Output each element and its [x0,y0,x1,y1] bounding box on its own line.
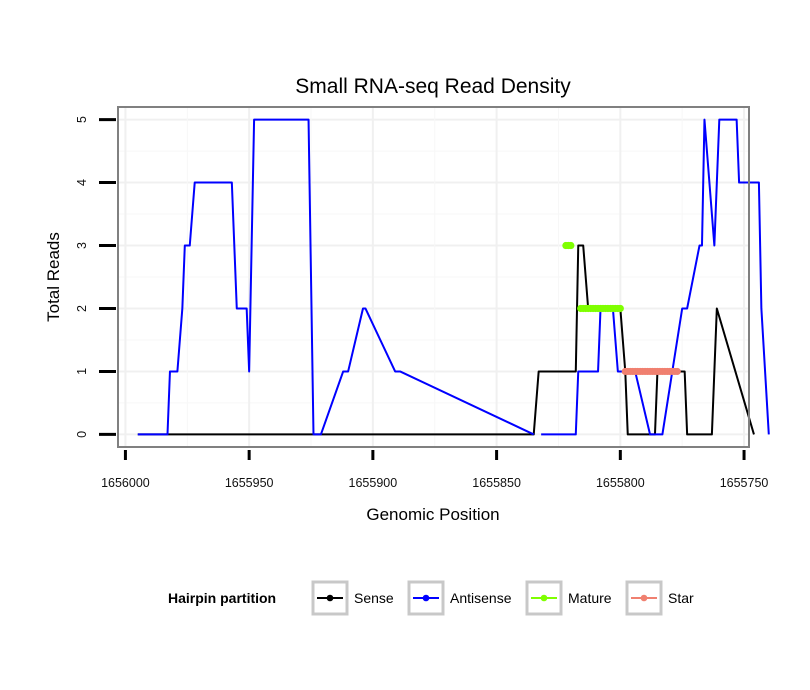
series-line-antisense-2 [541,118,770,436]
data-point-star [673,367,681,376]
x-axis-title: Genomic Position [366,505,499,524]
x-tick-label: 1656000 [101,476,150,490]
x-tick-label: 1655800 [596,476,645,490]
x-tick-label: 1655850 [472,476,521,490]
legend-key-point [326,594,334,602]
series-line-antisense [137,118,535,436]
legend-label: Antisense [450,590,512,606]
legend: Hairpin partition Sense Antisense Mature St… [168,580,694,616]
legend-item-sense: Sense [311,580,394,616]
legend-key-point [540,594,548,602]
chart-title: Small RNA-seq Read Density [295,75,571,98]
plot-border [117,106,750,448]
x-axis: 1656000 1655950 1655900 1655850 1655800 16557… [101,450,768,490]
legend-item-antisense: Antisense [407,580,512,616]
legend-items: Sense Antisense Mature Star [311,580,694,616]
x-tick-label: 1655750 [720,476,769,490]
y-axis-title: Total Reads [44,232,63,322]
legend-item-star: Star [625,580,694,616]
y-axis: 0 1 2 3 4 5 [75,116,116,438]
legend-item-mature: Mature [525,580,612,616]
y-tick-label: 1 [75,368,89,375]
legend-key-point [640,594,648,602]
x-tick-label: 1655900 [349,476,398,490]
legend-label: Sense [354,590,394,606]
x-tick-label: 1655950 [225,476,274,490]
legend-label: Mature [568,590,612,606]
legend-key-point [422,594,430,602]
legend-label: Star [668,590,694,606]
legend-title: Hairpin partition [168,590,276,606]
y-tick-label: 0 [75,431,89,438]
y-tick-label: 2 [75,305,89,312]
y-tick-label: 5 [75,116,89,123]
data-point-mature-2 [616,304,624,313]
series-layer [137,118,770,436]
y-tick-label: 4 [75,179,89,186]
data-point-mature [567,241,575,250]
y-tick-label: 3 [75,242,89,249]
plot-panel [117,106,770,448]
